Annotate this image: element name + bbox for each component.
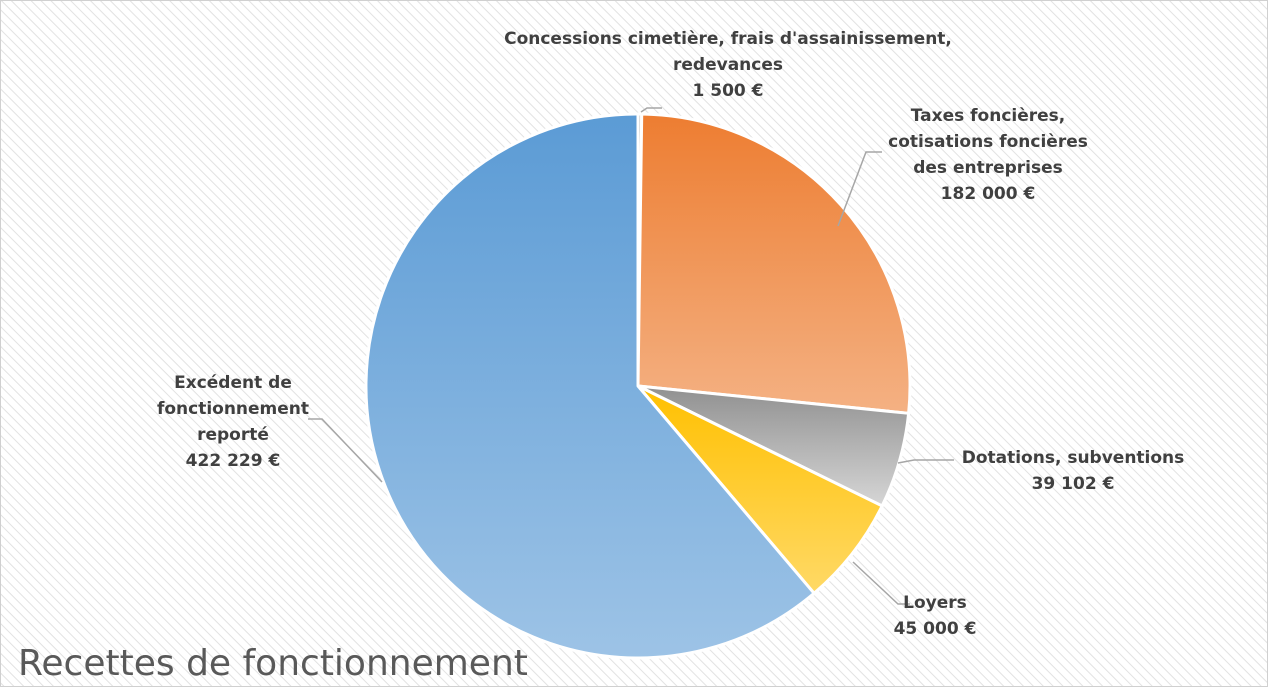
data-label-category: des entreprises: [913, 158, 1063, 178]
leader-line-1: [640, 107, 662, 113]
data-label-3: Dotations, subventions 39 102 €: [962, 448, 1185, 494]
data-label-category: fonctionnement: [157, 399, 309, 419]
data-label-4: Loyers 45 000 €: [894, 593, 977, 639]
pie-slice-5: [364, 112, 816, 660]
data-label-category: Taxes foncières,: [911, 106, 1066, 126]
data-label-2: Taxes foncières, cotisations foncières des…: [888, 106, 1088, 204]
leader-line-2: [837, 151, 882, 227]
data-labels-layer: Concessions cimetière, frais d'assainiss…: [157, 29, 1184, 639]
data-label-value: 182 000 €: [941, 184, 1036, 204]
leader-line-5: [308, 418, 383, 483]
data-label-5: Excédent de fonctionnement reporté 422 229 …: [157, 373, 309, 471]
slices-layer: [364, 112, 912, 660]
leader-lines-layer: [308, 107, 954, 605]
data-label-category: redevances: [673, 55, 783, 75]
data-label-value: 422 229 €: [186, 451, 281, 471]
data-label-value: 45 000 €: [894, 619, 977, 639]
data-label-category: Dotations, subventions: [962, 448, 1185, 468]
data-label-value: 39 102 €: [1032, 474, 1115, 494]
data-label-category: cotisations foncières: [888, 132, 1088, 152]
data-label-1: Concessions cimetière, frais d'assainiss…: [504, 29, 952, 101]
data-label-category: Excédent de: [174, 373, 292, 393]
pie-slice-2: [636, 112, 912, 415]
pie-slice-4: [636, 384, 884, 595]
chart-title: Recettes de fonctionnement: [18, 643, 528, 684]
data-label-category: Concessions cimetière, frais d'assainiss…: [504, 29, 952, 49]
leader-line-3: [897, 459, 954, 464]
leader-line-4: [852, 561, 910, 605]
data-label-category: Loyers: [903, 593, 967, 613]
data-label-value: 1 500 €: [693, 81, 764, 101]
data-label-category: reporté: [197, 425, 269, 445]
